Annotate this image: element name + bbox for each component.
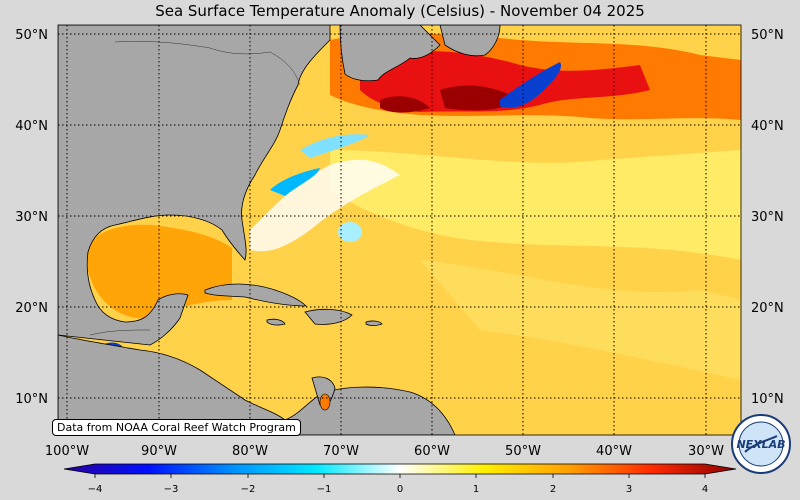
lat-label-right: 30°N [751, 210, 784, 225]
lat-label-left: 20°N [15, 301, 48, 316]
colorbar-tick: 4 [702, 484, 708, 495]
map-frame [57, 24, 742, 436]
colorbar-tick: 1 [473, 484, 479, 495]
jamaica [266, 318, 286, 326]
colorbar-tick: 2 [550, 484, 556, 495]
nexlab-logo: NEXLAB [731, 414, 791, 474]
land-masses [58, 25, 501, 435]
colorbar-tick: 3 [626, 484, 632, 495]
central-south-america-landmass [58, 334, 456, 435]
lat-label-right: 50°N [751, 28, 784, 43]
colorbar: −4 −3 −2 −1 0 1 2 3 4 [63, 463, 737, 495]
cool-spot-offshore [338, 222, 362, 242]
lat-label-right: 40°N [751, 119, 784, 134]
lon-label: 70°W [323, 444, 359, 459]
hispaniola [304, 308, 353, 325]
north-america-landmass [58, 25, 331, 346]
cool-anomaly-shelf [300, 134, 370, 158]
gulf-warm-anomaly [88, 224, 232, 319]
lat-label-left: 30°N [15, 210, 48, 225]
map-area [58, 25, 741, 435]
lon-label: 60°W [414, 444, 450, 459]
lon-label: 30°W [688, 444, 724, 459]
cold-anomaly-coastal [270, 168, 320, 196]
pale-warm-region [330, 150, 741, 260]
lake-maracaibo [319, 393, 331, 411]
lat-label-right: 10°N [751, 392, 784, 407]
puerto-rico [365, 320, 383, 326]
colorbar-tick: 0 [397, 484, 403, 495]
graticule [58, 25, 741, 435]
canadian-maritimes [339, 25, 441, 82]
neutral-anomaly-band [250, 159, 400, 252]
colorbar-tick: −2 [241, 484, 256, 495]
pale-warm-region-south [420, 260, 741, 380]
data-source-credit: Data from NOAA Coral Reef Watch Program [52, 419, 301, 436]
colorbar-tick: −4 [88, 484, 103, 495]
lat-label-left: 50°N [15, 28, 48, 43]
lon-label: 80°W [232, 444, 268, 459]
svg-text:NEXLAB: NEXLAB [736, 438, 785, 451]
lon-label: 40°W [596, 444, 632, 459]
newfoundland [439, 25, 501, 57]
lat-label-right: 20°N [751, 301, 784, 316]
map-title: Sea Surface Temperature Anomaly (Celsius… [155, 2, 645, 20]
colorbar-tick: −1 [317, 484, 332, 495]
extreme-warm-anomaly-west [380, 96, 430, 113]
colorbar-tick: −3 [164, 484, 179, 495]
lon-label: 50°W [505, 444, 541, 459]
lat-label-left: 40°N [15, 119, 48, 134]
lon-label: 100°W [45, 444, 89, 459]
lon-label: 90°W [141, 444, 177, 459]
cold-anomaly-streak [500, 62, 561, 108]
lat-label-left: 10°N [15, 392, 48, 407]
cuba [204, 283, 307, 307]
